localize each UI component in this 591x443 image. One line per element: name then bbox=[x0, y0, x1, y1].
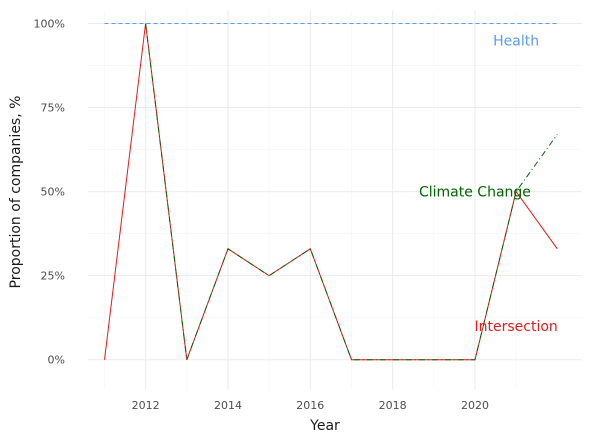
annotation-health: Health bbox=[493, 33, 539, 49]
x-tick-label: 2014 bbox=[214, 399, 242, 412]
y-axis-ticks: 0% 25% 50% 75% 100% bbox=[34, 17, 65, 366]
series-line-climate-change bbox=[145, 23, 558, 361]
x-tick-label: 2020 bbox=[461, 399, 489, 412]
annotation-intersection: Intersection bbox=[474, 319, 557, 335]
x-axis-title: Year bbox=[309, 418, 340, 434]
y-axis-title: Proportion of companies, % bbox=[8, 96, 24, 289]
series-annotations: Health Climate Change Intersection bbox=[419, 33, 558, 335]
grid bbox=[88, 10, 582, 390]
x-tick-label: 2018 bbox=[379, 399, 407, 412]
y-tick-label: 100% bbox=[34, 17, 65, 30]
x-axis-ticks: 2012 2014 2016 2018 2020 bbox=[132, 399, 489, 412]
y-tick-label: 0% bbox=[48, 354, 65, 367]
x-tick-label: 2016 bbox=[296, 399, 324, 412]
y-tick-label: 50% bbox=[41, 186, 65, 199]
annotation-climate-change: Climate Change bbox=[419, 185, 531, 201]
y-tick-label: 25% bbox=[41, 270, 65, 283]
y-tick-label: 75% bbox=[41, 102, 65, 115]
x-tick-label: 2012 bbox=[132, 399, 160, 412]
series-lines bbox=[104, 23, 558, 361]
